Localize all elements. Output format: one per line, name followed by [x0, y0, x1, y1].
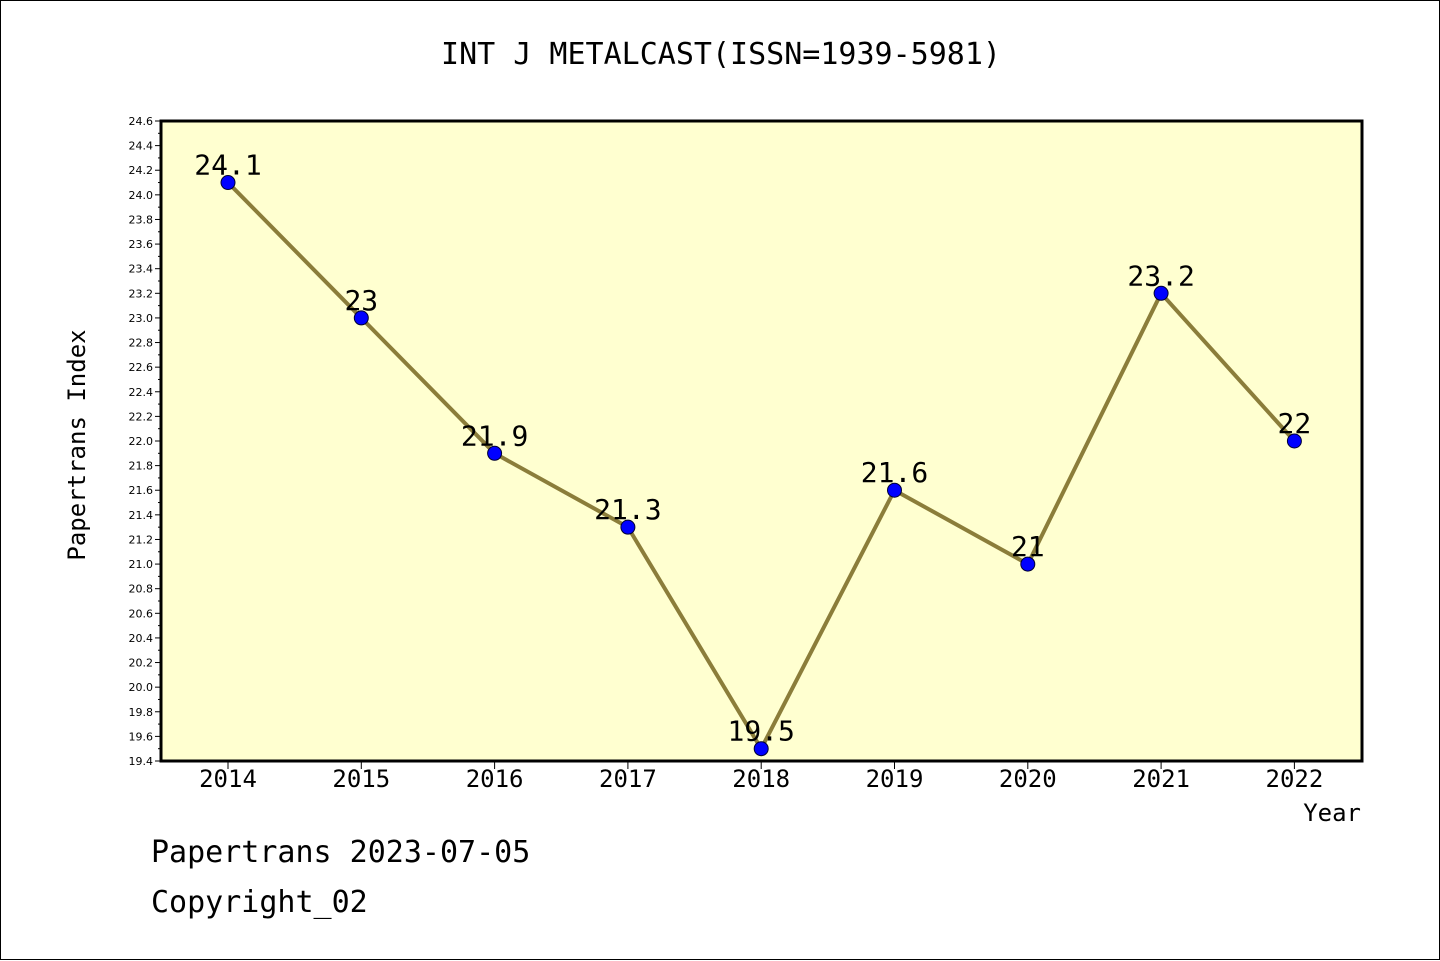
y-tick-label: 20.8: [129, 583, 154, 596]
data-point: [1286, 433, 1302, 449]
x-axis-label: Year: [1303, 799, 1361, 827]
y-tick-label: 20.0: [129, 681, 154, 694]
x-tick-label: 2020: [999, 765, 1057, 793]
y-tick-label: 21.8: [129, 460, 154, 473]
y-tick-label: 23.8: [129, 213, 154, 226]
data-point: [487, 445, 503, 461]
y-tick-label: 19.8: [129, 706, 154, 719]
y-tick-label: 22.4: [129, 386, 154, 399]
x-tick-label: 2019: [866, 765, 924, 793]
plot-area: [161, 121, 1362, 761]
y-tick-label: 22.0: [129, 435, 154, 448]
footer-date: Papertrans 2023-07-05: [151, 835, 531, 870]
x-tick-label: 2018: [732, 765, 790, 793]
data-label: 21.9: [461, 419, 528, 452]
y-tick-label: 23.2: [129, 287, 154, 300]
x-tick-label: 2021: [1132, 765, 1190, 793]
x-tick-label: 2022: [1266, 765, 1324, 793]
data-label: 23: [344, 284, 378, 317]
data-point: [220, 175, 236, 191]
data-label: 21.6: [861, 456, 928, 489]
y-tick-label: 21.6: [129, 484, 154, 497]
y-tick-label: 22.6: [129, 361, 154, 374]
y-tick-label: 24.2: [129, 164, 154, 177]
data-point: [620, 519, 636, 535]
y-tick-label: 19.4: [129, 755, 154, 768]
data-point: [1020, 556, 1036, 572]
data-label: 22: [1278, 407, 1312, 440]
y-tick-label: 21.0: [129, 558, 154, 571]
y-tick-label: 21.2: [129, 533, 154, 546]
x-tick-label: 2015: [332, 765, 390, 793]
data-point: [887, 482, 902, 498]
x-tick-label: 2017: [599, 765, 657, 793]
y-tick-label: 22.8: [129, 337, 154, 350]
y-tick-label: 23.4: [129, 263, 154, 276]
y-tick-label: 21.4: [129, 509, 154, 522]
data-label: 19.5: [727, 715, 794, 748]
chart-title: INT J METALCAST(ISSN=1939-5981): [441, 37, 1001, 72]
data-label: 21.3: [594, 493, 661, 526]
y-tick-label: 22.2: [129, 410, 154, 423]
data-point: [353, 310, 369, 326]
x-tick-label: 2014: [199, 765, 257, 793]
data-point: [1153, 285, 1169, 301]
data-label: 24.1: [194, 149, 261, 182]
y-tick-label: 20.2: [129, 657, 154, 670]
y-tick-label: 20.6: [129, 607, 154, 620]
y-tick-label: 23.0: [129, 312, 154, 325]
footer-copyright: Copyright_02: [151, 885, 368, 920]
y-tick-label: 23.6: [129, 238, 154, 251]
y-tick-label: 24.4: [129, 140, 154, 153]
y-tick-label: 19.6: [129, 730, 154, 743]
data-point: [753, 741, 769, 757]
y-tick-label: 20.4: [129, 632, 154, 645]
plot-border: [159, 119, 1364, 763]
data-label: 23.2: [1127, 259, 1194, 292]
y-tick-label: 24.6: [129, 115, 154, 128]
x-tick-label: 2016: [466, 765, 524, 793]
y-tick-label: 24.0: [129, 189, 154, 202]
data-label: 21: [1011, 530, 1045, 563]
y-axis-label: Papertrans Index: [63, 329, 91, 560]
